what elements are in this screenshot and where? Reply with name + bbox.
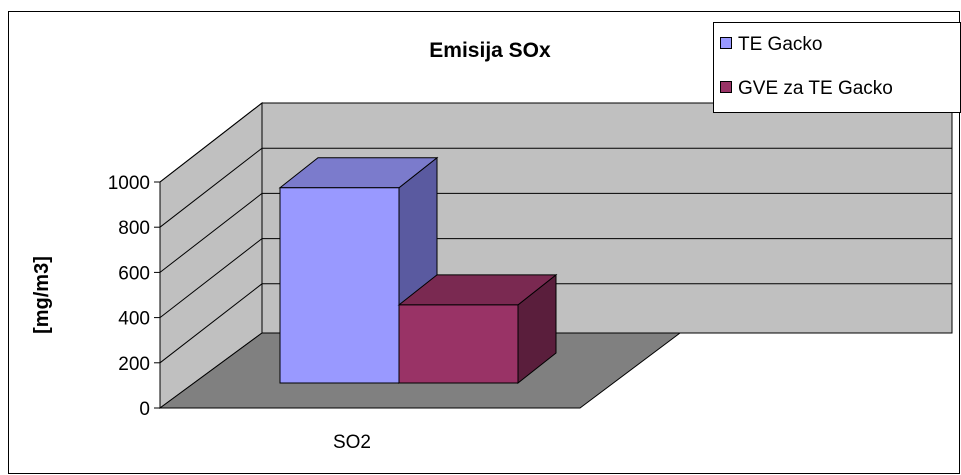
chart-title: Emisija SOx [429,39,551,62]
x-axis: SO2 [160,407,580,453]
bar-front [279,187,400,384]
y-tick-label: 400 [118,309,150,330]
legend-swatch-te-gacko [720,37,732,49]
y-axis-label: [mg/m3] [31,256,53,334]
bar-front [398,304,519,384]
x-tick-label: SO2 [333,432,371,453]
gridline [159,147,952,228]
bars [278,156,558,385]
gridline [159,192,952,273]
gridline [159,238,952,318]
legend-label-gve-za-te-gacko: GVE za TE Gacko [738,78,893,99]
y-axis: 0 200 400 600 800 1000 [mg/m3] [31,173,161,420]
legend-swatch-gve-za-te-gacko [720,81,732,93]
y-tick-label: 0 [139,399,150,420]
y-tick-label: 800 [118,218,150,239]
bar-gve-za-te-gacko [397,273,558,385]
y-tick-label: 1000 [108,173,150,194]
legend-label-te-gacko: TE Gacko [738,34,822,55]
gridlines [159,102,952,364]
gridline [159,283,952,364]
y-ticks: 0 200 400 600 800 1000 [108,173,160,420]
y-tick-label: 200 [118,354,150,375]
y-tick-label: 600 [118,263,150,284]
legend: TE Gacko GVE za TE Gacko [713,22,961,113]
